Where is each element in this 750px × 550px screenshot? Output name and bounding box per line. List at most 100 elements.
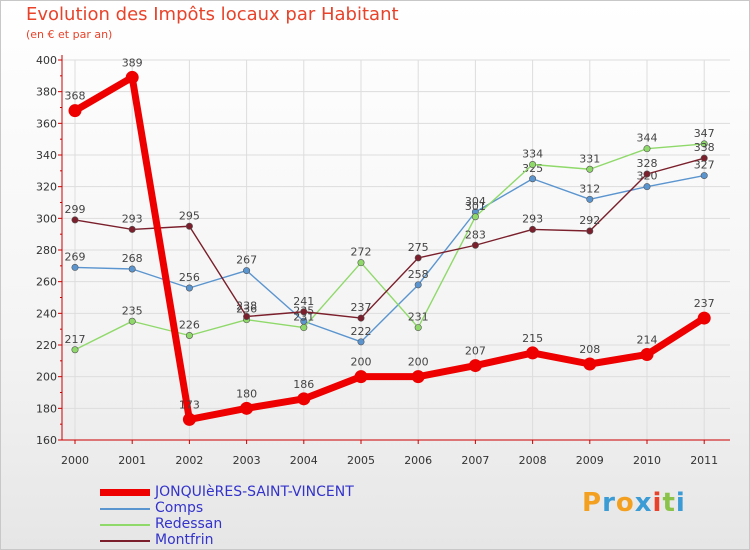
y-tick-label: 300 — [36, 212, 57, 225]
data-point — [185, 284, 193, 292]
data-label: 217 — [65, 333, 86, 346]
data-point — [583, 357, 597, 371]
y-tick-label: 160 — [36, 434, 57, 447]
data-label: 389 — [122, 56, 143, 69]
data-label: 299 — [65, 203, 86, 216]
series-line-montfrin — [74, 157, 705, 319]
data-label: 236 — [236, 303, 257, 316]
legend-swatch — [100, 524, 150, 526]
legend-swatch — [100, 540, 150, 542]
data-point — [240, 401, 254, 415]
data-point — [414, 254, 422, 262]
y-tick-label: 340 — [36, 149, 57, 162]
y-tick-label: 200 — [36, 371, 57, 384]
y-tick-label: 280 — [36, 244, 57, 257]
data-label: 258 — [408, 268, 429, 281]
data-label: 293 — [522, 212, 543, 225]
data-label: 327 — [694, 159, 715, 172]
data-label: 235 — [122, 304, 143, 317]
y-tick-label: 180 — [36, 402, 57, 415]
data-label: 207 — [465, 345, 486, 358]
y-tick-label: 380 — [36, 86, 57, 99]
data-point — [529, 161, 537, 169]
data-point — [643, 145, 651, 153]
y-tick-label: 360 — [36, 117, 57, 130]
legend-label: JONQUIèRES-SAINT-VINCENT — [155, 484, 354, 500]
legend-label: Montfrin — [155, 532, 214, 548]
x-tick-label: 2000 — [61, 454, 89, 467]
data-point — [529, 225, 537, 233]
data-label: 328 — [637, 157, 658, 170]
x-tick-label: 2006 — [404, 454, 432, 467]
data-point — [643, 183, 651, 191]
data-label: 200 — [351, 356, 372, 369]
data-label: 231 — [408, 311, 429, 324]
logo-letter: i — [675, 488, 686, 518]
data-point — [185, 331, 193, 339]
logo-letter: t — [662, 488, 676, 518]
data-point — [128, 265, 136, 273]
data-label: 200 — [408, 356, 429, 369]
x-tick-label: 2011 — [690, 454, 718, 467]
data-point — [71, 216, 79, 224]
data-point — [71, 346, 79, 354]
x-tick-label: 2004 — [290, 454, 318, 467]
series-line-jonqui-res-saint-vincent — [71, 73, 708, 423]
data-label: 331 — [579, 152, 600, 165]
data-point — [297, 392, 311, 406]
logo-letter: r — [602, 488, 616, 518]
y-tick-label: 320 — [36, 181, 57, 194]
proxiti-logo: Proxiti — [582, 488, 686, 518]
logo-letter: i — [652, 488, 663, 518]
data-point — [697, 311, 711, 325]
data-point — [586, 227, 594, 235]
data-point — [300, 324, 308, 332]
data-label: 283 — [465, 228, 486, 241]
data-label: 368 — [65, 90, 86, 103]
data-label: 347 — [694, 127, 715, 140]
logo-letter: x — [634, 488, 653, 518]
data-label: 237 — [694, 297, 715, 310]
data-label: 301 — [465, 200, 486, 213]
data-point — [526, 346, 540, 360]
data-label: 267 — [236, 254, 257, 267]
data-label: 275 — [408, 241, 429, 254]
data-point — [586, 165, 594, 173]
data-label: 186 — [293, 378, 314, 391]
data-label: 269 — [65, 250, 86, 263]
x-tick-label: 2007 — [461, 454, 489, 467]
data-label: 214 — [637, 334, 658, 347]
x-tick-label: 2008 — [519, 454, 547, 467]
data-point — [471, 241, 479, 249]
data-point — [700, 140, 708, 148]
data-label: 304 — [465, 195, 486, 208]
data-point — [529, 175, 537, 183]
legend-label: Comps — [155, 500, 204, 516]
data-label: 312 — [579, 182, 600, 195]
data-point — [357, 314, 365, 322]
data-point — [182, 412, 196, 426]
y-tick-label: 240 — [36, 307, 57, 320]
data-label: 292 — [579, 214, 600, 227]
data-point — [411, 370, 425, 384]
data-point — [243, 267, 251, 275]
data-label: 256 — [179, 271, 200, 284]
x-tick-label: 2003 — [233, 454, 261, 467]
data-point — [243, 312, 251, 320]
data-point — [68, 104, 82, 118]
data-label: 222 — [351, 325, 372, 338]
data-label: 295 — [179, 209, 200, 222]
x-tick-label: 2005 — [347, 454, 375, 467]
data-label: 238 — [236, 300, 257, 313]
legend-swatch — [100, 508, 150, 510]
data-point — [357, 338, 365, 346]
logo-letter: o — [615, 488, 635, 518]
data-point — [185, 222, 193, 230]
data-point — [128, 225, 136, 233]
legend-label: Redessan — [155, 516, 223, 532]
chart-subtitle: (en € et par an) — [26, 28, 113, 41]
data-label: 272 — [351, 246, 372, 259]
data-point — [71, 263, 79, 271]
data-point — [640, 348, 654, 361]
logo-letter: P — [582, 488, 603, 518]
